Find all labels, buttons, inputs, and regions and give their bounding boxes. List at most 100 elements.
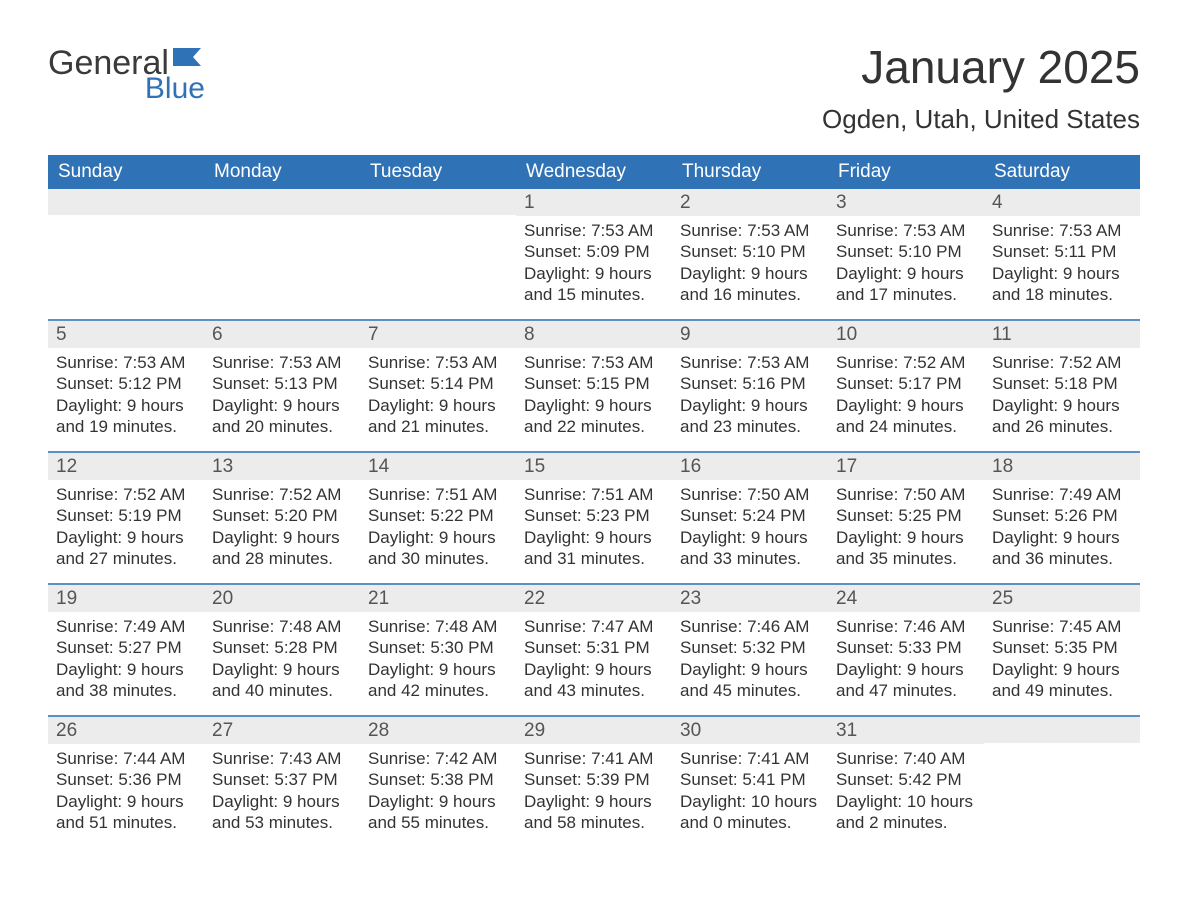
week-row: 12Sunrise: 7:52 AMSunset: 5:19 PMDayligh…	[48, 451, 1140, 583]
sunset-text: Sunset: 5:11 PM	[992, 241, 1132, 262]
day-cell: 5Sunrise: 7:53 AMSunset: 5:12 PMDaylight…	[48, 321, 204, 451]
daylight2-text: and 28 minutes.	[212, 548, 352, 569]
sunrise-text: Sunrise: 7:52 AM	[836, 352, 976, 373]
daylight2-text: and 43 minutes.	[524, 680, 664, 701]
day-cell: 24Sunrise: 7:46 AMSunset: 5:33 PMDayligh…	[828, 585, 984, 715]
sunset-text: Sunset: 5:42 PM	[836, 769, 976, 790]
day-number: 1	[516, 189, 672, 216]
brand-logo: General Blue	[48, 40, 207, 104]
daylight2-text: and 36 minutes.	[992, 548, 1132, 569]
daylight2-text: and 58 minutes.	[524, 812, 664, 833]
daylight1-text: Daylight: 9 hours	[680, 263, 820, 284]
daylight1-text: Daylight: 9 hours	[680, 659, 820, 680]
day-number: 27	[204, 717, 360, 744]
day-details: Sunrise: 7:49 AMSunset: 5:27 PMDaylight:…	[48, 612, 204, 709]
sunrise-text: Sunrise: 7:51 AM	[524, 484, 664, 505]
sunrise-text: Sunrise: 7:49 AM	[992, 484, 1132, 505]
day-number: 5	[48, 321, 204, 348]
sunrise-text: Sunrise: 7:45 AM	[992, 616, 1132, 637]
daylight2-text: and 21 minutes.	[368, 416, 508, 437]
day-number	[48, 189, 204, 215]
day-number: 19	[48, 585, 204, 612]
page-header: General Blue January 2025 Ogden, Utah, U…	[48, 40, 1140, 135]
day-number: 17	[828, 453, 984, 480]
daylight1-text: Daylight: 9 hours	[524, 527, 664, 548]
day-details: Sunrise: 7:53 AMSunset: 5:14 PMDaylight:…	[360, 348, 516, 445]
daylight1-text: Daylight: 9 hours	[212, 659, 352, 680]
day-details: Sunrise: 7:48 AMSunset: 5:28 PMDaylight:…	[204, 612, 360, 709]
weekday-friday: Friday	[828, 155, 984, 189]
day-details: Sunrise: 7:51 AMSunset: 5:22 PMDaylight:…	[360, 480, 516, 577]
daylight2-text: and 23 minutes.	[680, 416, 820, 437]
day-number: 24	[828, 585, 984, 612]
day-number: 9	[672, 321, 828, 348]
daylight1-text: Daylight: 9 hours	[368, 395, 508, 416]
sunrise-text: Sunrise: 7:52 AM	[992, 352, 1132, 373]
day-details: Sunrise: 7:52 AMSunset: 5:20 PMDaylight:…	[204, 480, 360, 577]
week-row: 1Sunrise: 7:53 AMSunset: 5:09 PMDaylight…	[48, 189, 1140, 319]
day-details: Sunrise: 7:53 AMSunset: 5:15 PMDaylight:…	[516, 348, 672, 445]
location-subtitle: Ogden, Utah, United States	[822, 104, 1140, 135]
daylight2-text: and 49 minutes.	[992, 680, 1132, 701]
daylight2-text: and 33 minutes.	[680, 548, 820, 569]
sunset-text: Sunset: 5:37 PM	[212, 769, 352, 790]
daylight2-text: and 0 minutes.	[680, 812, 820, 833]
sunrise-text: Sunrise: 7:53 AM	[680, 220, 820, 241]
sunset-text: Sunset: 5:19 PM	[56, 505, 196, 526]
sunrise-text: Sunrise: 7:44 AM	[56, 748, 196, 769]
day-number: 29	[516, 717, 672, 744]
sunset-text: Sunset: 5:12 PM	[56, 373, 196, 394]
daylight1-text: Daylight: 9 hours	[212, 527, 352, 548]
daylight1-text: Daylight: 9 hours	[524, 791, 664, 812]
day-details: Sunrise: 7:53 AMSunset: 5:11 PMDaylight:…	[984, 216, 1140, 313]
sunset-text: Sunset: 5:23 PM	[524, 505, 664, 526]
sunset-text: Sunset: 5:36 PM	[56, 769, 196, 790]
weekday-tuesday: Tuesday	[360, 155, 516, 189]
daylight2-text: and 40 minutes.	[212, 680, 352, 701]
day-number: 13	[204, 453, 360, 480]
day-cell: 1Sunrise: 7:53 AMSunset: 5:09 PMDaylight…	[516, 189, 672, 319]
day-cell: 13Sunrise: 7:52 AMSunset: 5:20 PMDayligh…	[204, 453, 360, 583]
day-cell	[204, 189, 360, 319]
sunset-text: Sunset: 5:16 PM	[680, 373, 820, 394]
sunset-text: Sunset: 5:25 PM	[836, 505, 976, 526]
week-row: 19Sunrise: 7:49 AMSunset: 5:27 PMDayligh…	[48, 583, 1140, 715]
day-cell: 19Sunrise: 7:49 AMSunset: 5:27 PMDayligh…	[48, 585, 204, 715]
sunrise-text: Sunrise: 7:50 AM	[836, 484, 976, 505]
day-number	[984, 717, 1140, 743]
sunrise-text: Sunrise: 7:46 AM	[836, 616, 976, 637]
day-details	[204, 215, 360, 227]
day-details: Sunrise: 7:53 AMSunset: 5:09 PMDaylight:…	[516, 216, 672, 313]
sunset-text: Sunset: 5:18 PM	[992, 373, 1132, 394]
day-details: Sunrise: 7:53 AMSunset: 5:10 PMDaylight:…	[672, 216, 828, 313]
day-cell: 28Sunrise: 7:42 AMSunset: 5:38 PMDayligh…	[360, 717, 516, 847]
sunrise-text: Sunrise: 7:49 AM	[56, 616, 196, 637]
weekday-thursday: Thursday	[672, 155, 828, 189]
day-details: Sunrise: 7:53 AMSunset: 5:13 PMDaylight:…	[204, 348, 360, 445]
daylight2-text: and 31 minutes.	[524, 548, 664, 569]
day-number: 4	[984, 189, 1140, 216]
sunset-text: Sunset: 5:10 PM	[836, 241, 976, 262]
sunrise-text: Sunrise: 7:41 AM	[524, 748, 664, 769]
daylight2-text: and 26 minutes.	[992, 416, 1132, 437]
weekday-sunday: Sunday	[48, 155, 204, 189]
day-cell: 21Sunrise: 7:48 AMSunset: 5:30 PMDayligh…	[360, 585, 516, 715]
day-number: 28	[360, 717, 516, 744]
daylight2-text: and 15 minutes.	[524, 284, 664, 305]
day-number: 25	[984, 585, 1140, 612]
logo-word-blue: Blue	[48, 74, 207, 104]
daylight1-text: Daylight: 9 hours	[56, 527, 196, 548]
daylight2-text: and 16 minutes.	[680, 284, 820, 305]
sunset-text: Sunset: 5:33 PM	[836, 637, 976, 658]
daylight2-text: and 17 minutes.	[836, 284, 976, 305]
day-cell	[360, 189, 516, 319]
week-row: 26Sunrise: 7:44 AMSunset: 5:36 PMDayligh…	[48, 715, 1140, 847]
daylight2-text: and 53 minutes.	[212, 812, 352, 833]
daylight2-text: and 22 minutes.	[524, 416, 664, 437]
sunrise-text: Sunrise: 7:41 AM	[680, 748, 820, 769]
daylight1-text: Daylight: 10 hours	[680, 791, 820, 812]
sunrise-text: Sunrise: 7:48 AM	[368, 616, 508, 637]
day-cell: 4Sunrise: 7:53 AMSunset: 5:11 PMDaylight…	[984, 189, 1140, 319]
day-cell: 23Sunrise: 7:46 AMSunset: 5:32 PMDayligh…	[672, 585, 828, 715]
day-cell: 26Sunrise: 7:44 AMSunset: 5:36 PMDayligh…	[48, 717, 204, 847]
